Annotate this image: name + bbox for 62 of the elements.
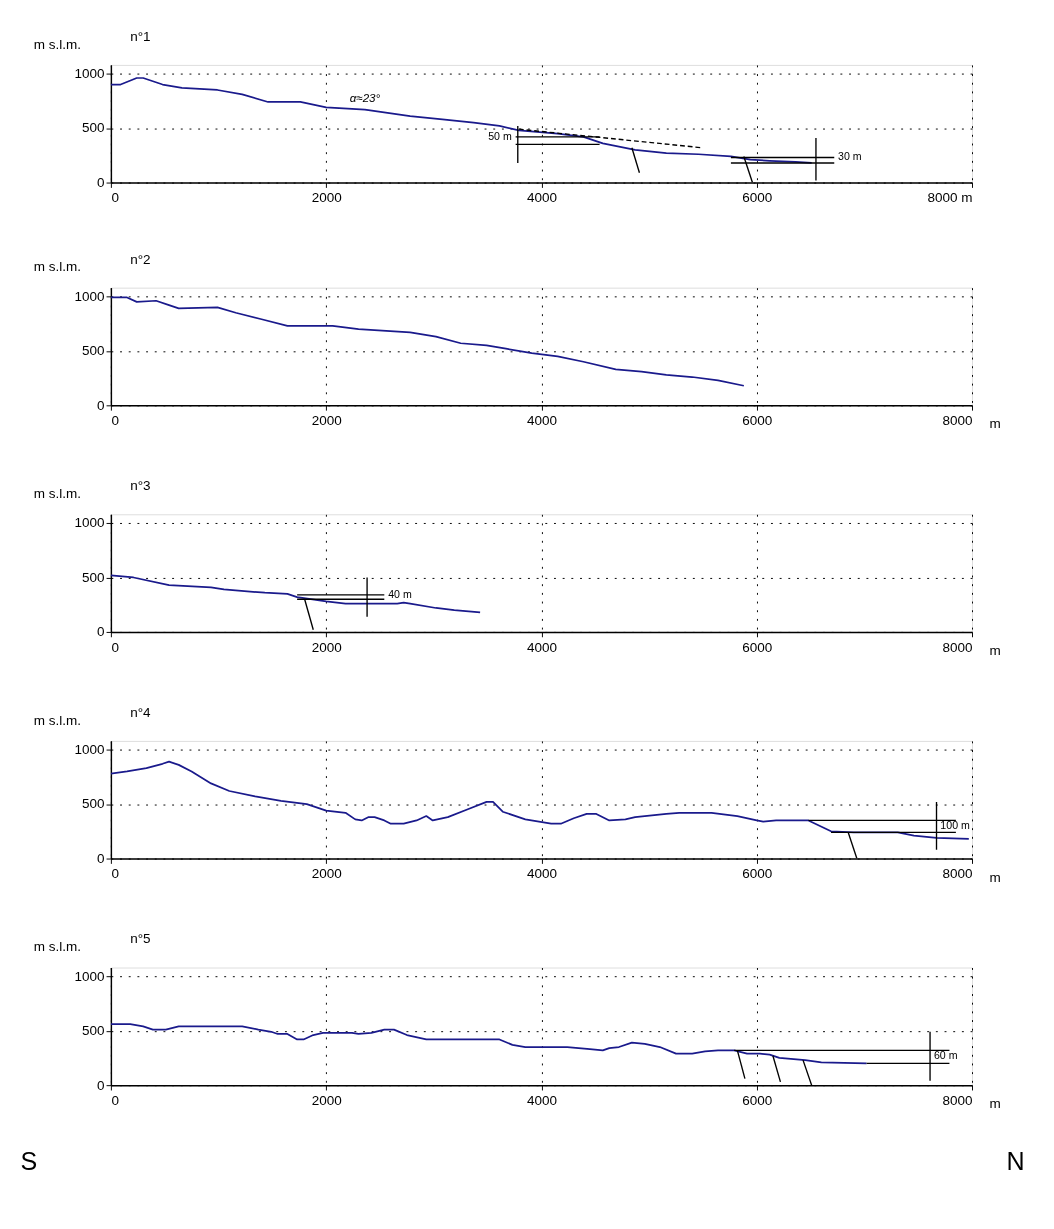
x-tick-label: 8000 [942, 1092, 973, 1108]
y-tick-label: 500 [82, 569, 105, 585]
x-tick-label: 8000 [942, 639, 973, 655]
y-axis-title: m s.l.m. [33, 712, 81, 728]
x-tick-label: 0 [111, 866, 119, 882]
x-tick-label: 2000 [311, 190, 342, 206]
y-tick-label: 500 [82, 343, 105, 359]
x-tick-label: 2000 [311, 1092, 342, 1108]
y-tick-label: 1000 [74, 741, 105, 757]
x-tick-label: 4000 [526, 1092, 557, 1108]
chart-title: n°5 [130, 931, 151, 947]
text: S [20, 1147, 38, 1176]
y-tick-label: 500 [82, 1023, 105, 1039]
x-tick-label: 6000 [742, 190, 773, 206]
x-tick-label: 8000 [942, 413, 973, 429]
x-axis-title: m [989, 643, 1001, 659]
x-tick-label: 4000 [526, 639, 557, 655]
x-axis-title: m [989, 869, 1001, 885]
x-tick-label: 2000 [311, 866, 342, 882]
y-tick-label: 0 [97, 397, 105, 413]
chart-title: n°2 [130, 251, 151, 267]
chart-title: n°3 [130, 478, 151, 494]
y-axis-title: m s.l.m. [33, 939, 81, 955]
series-label: 100 m [940, 818, 970, 831]
y-tick-label: 1000 [74, 65, 105, 81]
x-tick-label: 0 [111, 190, 119, 206]
x-axis-title: m [989, 1096, 1001, 1112]
y-axis-title: m s.l.m. [33, 485, 81, 501]
x-tick-label: 4000 [526, 413, 557, 429]
series-label: 60 m [933, 1049, 958, 1062]
y-tick-label: 500 [82, 796, 105, 812]
y-tick-label: 1000 [74, 515, 105, 531]
x-axis-title: m [989, 416, 1001, 432]
x-tick-label: 4000 [526, 866, 557, 882]
series-label: 40 m [388, 587, 412, 600]
x-tick-label: 4000 [526, 190, 557, 206]
x-tick-label: 8000 m [927, 190, 973, 206]
series-label: 30 m [838, 150, 862, 163]
x-tick-label: 0 [111, 639, 119, 655]
x-tick-label: 0 [111, 1092, 119, 1108]
x-tick-label: 6000 [742, 1092, 773, 1108]
text: N [1006, 1147, 1025, 1176]
y-tick-label: 0 [97, 624, 105, 640]
y-tick-label: 0 [97, 1077, 105, 1093]
y-tick-label: 1000 [74, 968, 105, 984]
series-label: 50 m [488, 129, 512, 142]
chart-title: n°1 [130, 28, 151, 44]
annotation: α≈23° [349, 91, 381, 104]
y-tick-label: 0 [97, 850, 105, 866]
x-tick-label: 0 [111, 413, 119, 429]
x-tick-label: 6000 [742, 413, 773, 429]
x-tick-label: 2000 [311, 413, 342, 429]
y-tick-label: 0 [97, 174, 105, 190]
y-axis-title: m s.l.m. [33, 36, 81, 52]
y-tick-label: 1000 [74, 288, 105, 304]
x-tick-label: 6000 [742, 866, 773, 882]
x-tick-label: 2000 [311, 639, 342, 655]
x-tick-label: 8000 [942, 866, 973, 882]
chart-title: n°4 [130, 704, 152, 720]
x-tick-label: 6000 [742, 639, 773, 655]
y-axis-title: m s.l.m. [33, 259, 81, 275]
y-tick-label: 500 [82, 120, 105, 136]
